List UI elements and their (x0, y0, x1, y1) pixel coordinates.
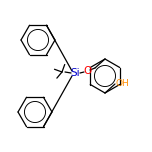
Text: Si: Si (70, 68, 80, 78)
Text: OH: OH (116, 79, 130, 88)
Text: O: O (83, 66, 91, 76)
